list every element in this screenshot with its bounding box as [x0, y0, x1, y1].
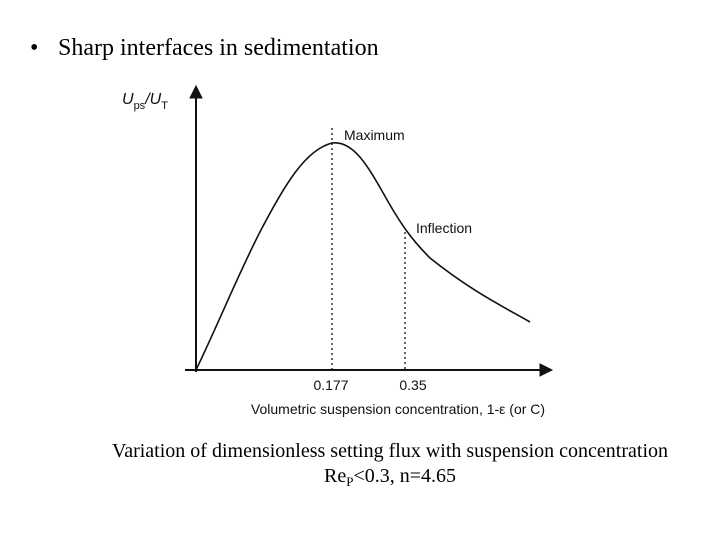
figure	[185, 84, 554, 377]
caption-sub: P	[346, 474, 353, 489]
bullet-text: Sharp interfaces in sedimentation	[58, 35, 379, 61]
caption-part: Re	[324, 465, 346, 487]
y-arrow	[189, 84, 203, 99]
caption-line: ReP<0.3, n=4.65	[324, 465, 456, 489]
caption-line: Variation of dimensionless setting flux …	[112, 440, 668, 462]
flux-curve	[195, 142, 531, 371]
x-tick-label: 0.177	[313, 377, 348, 393]
label-sub: T	[161, 100, 168, 112]
caption-part: <0.3, n=4.65	[353, 465, 456, 487]
label-part: /U	[144, 91, 161, 108]
bullet-dot: •	[30, 35, 38, 61]
y-axis-label: Ups/UT	[122, 91, 168, 112]
label-sub: ps	[134, 100, 146, 112]
x-tick-label: 0.35	[399, 377, 426, 393]
annotation: Maximum	[344, 127, 405, 143]
label-part: U	[122, 91, 134, 108]
x-arrow	[539, 363, 554, 377]
annotation: Inflection	[416, 220, 472, 236]
x-axis-label: Volumetric suspension concentration, 1-ε…	[251, 401, 545, 417]
